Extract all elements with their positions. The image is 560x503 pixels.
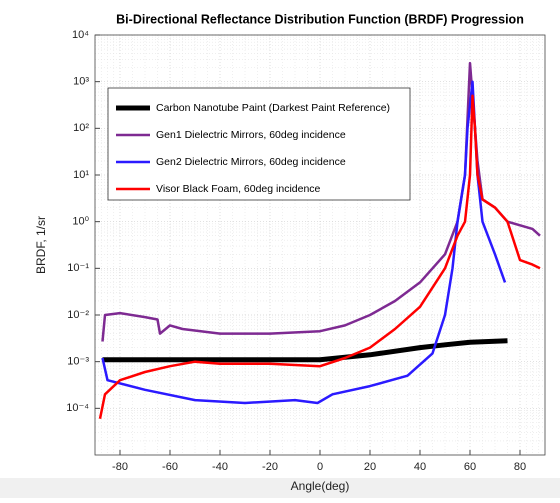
x-tick-label: 20 [364,461,376,473]
y-tick-label: 10¹ [73,169,89,181]
plot-frame [94,34,546,456]
x-tick-label: 0 [317,461,323,473]
legend-box [107,87,411,201]
x-tick-label: 80 [514,461,526,473]
x-tick-label: -60 [162,461,178,473]
x-tick-label: 60 [464,461,476,473]
legend-label: Gen1 Dielectric Mirrors, 60deg incidence [156,129,346,141]
x-tick-label: -20 [262,461,278,473]
y-tick-label: 10⁻³ [67,356,89,368]
legend-label: Visor Black Foam, 60deg incidence [156,183,321,195]
legend-label: Gen2 Dielectric Mirrors, 60deg incidence [156,156,346,168]
legend-label: Carbon Nanotube Paint (Darkest Paint Ref… [156,102,390,114]
legend: Carbon Nanotube Paint (Darkest Paint Ref… [107,87,411,201]
series-line [98,94,541,419]
x-axis-label: Angle(deg) [291,479,350,493]
y-tick-label: 10³ [73,76,89,88]
x-tick-label: -80 [112,461,128,473]
y-tick-label: 10⁻⁴ [66,402,89,414]
x-tick-label: -40 [212,461,228,473]
y-tick-label: 10² [73,122,89,134]
y-tick-label: 10⁻¹ [67,262,89,274]
y-tick-label: 10⁴ [72,29,89,41]
y-tick-label: 10⁰ [72,216,89,228]
x-tick-label: 40 [414,461,426,473]
series-line [102,338,508,363]
y-axis-label: BRDF, 1/sr [34,216,48,274]
chart-title: Bi-Directional Reflectance Distribution … [116,12,524,26]
y-tick-label: 10⁻² [67,309,89,321]
bottom-band [0,478,560,498]
